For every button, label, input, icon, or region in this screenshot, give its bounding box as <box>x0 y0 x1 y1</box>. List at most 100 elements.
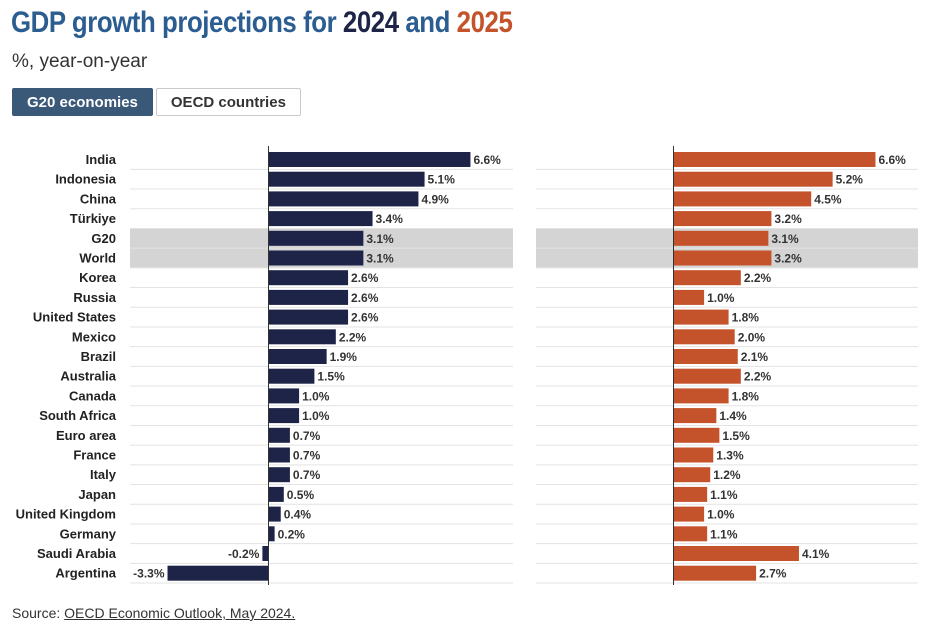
bar-2024-south-africa <box>268 408 300 424</box>
category-label-world: World <box>79 251 116 266</box>
value-label-2024-turkiye: 3.4% <box>376 212 404 226</box>
value-label-2024-euro-area: 0.7% <box>293 429 321 443</box>
bar-2024-italy <box>268 467 290 483</box>
category-label-japan: Japan <box>78 487 116 502</box>
value-label-2025-korea: 2.2% <box>744 271 772 285</box>
bar-2025-g20 <box>673 230 769 246</box>
bar-2024-korea <box>268 270 349 286</box>
bar-2025-russia <box>673 289 705 305</box>
category-label-united-states: United States <box>33 310 116 325</box>
bar-2024-india <box>268 152 471 167</box>
category-label-korea: Korea <box>79 270 117 285</box>
value-label-2025-argentina: 2.7% <box>759 567 787 581</box>
value-label-2025-g20: 3.1% <box>771 232 799 246</box>
tab-bar: G20 economies OECD countries <box>12 88 301 116</box>
tab-g20-economies[interactable]: G20 economies <box>12 88 153 116</box>
value-label-2024-japan: 0.5% <box>287 488 315 502</box>
bar-2024-germany <box>268 526 275 542</box>
category-label-canada: Canada <box>69 388 117 403</box>
bar-2025-france <box>673 447 714 463</box>
bar-2024-g20 <box>268 230 364 246</box>
bar-2024-indonesia <box>268 171 425 187</box>
chart-title: GDP growth projections for 2024 and 2025 <box>11 6 513 40</box>
bar-2025-canada <box>673 388 729 404</box>
value-label-2025-united-states: 1.8% <box>732 311 760 325</box>
bar-2025-world <box>673 250 772 266</box>
bar-chart: India Indonesia China Türkiye G20 World Korea R… <box>16 146 918 586</box>
value-label-2024-russia: 2.6% <box>351 291 379 305</box>
value-label-2024-south-africa: 1.0% <box>302 409 330 423</box>
category-label-russia: Russia <box>73 290 116 305</box>
title-and: and <box>398 6 457 39</box>
bar-2024-mexico <box>268 329 336 345</box>
bar-2025-united-states <box>673 309 729 325</box>
source-label: Source: <box>12 605 65 621</box>
bar-2025-korea <box>673 270 741 286</box>
chart-subtitle: %, year-on-year <box>12 51 148 72</box>
category-label-south-africa: South Africa <box>39 408 117 423</box>
value-label-2025-india: 6.6% <box>878 153 906 167</box>
source-note: Source: OECD Economic Outlook, May 2024. <box>12 605 295 621</box>
category-label-italy: Italy <box>90 467 117 482</box>
value-label-2025-world: 3.2% <box>774 252 802 266</box>
bar-2024-saudi-arabia <box>262 546 269 561</box>
value-label-2024-mexico: 2.2% <box>339 330 367 344</box>
value-label-2024-world: 3.1% <box>366 252 394 266</box>
category-label-euro-area: Euro area <box>56 428 117 443</box>
value-label-2024-canada: 1.0% <box>302 389 330 403</box>
value-label-2025-china: 4.5% <box>814 192 842 206</box>
bar-2024-euro-area <box>268 427 290 443</box>
value-label-2025-euro-area: 1.5% <box>722 429 750 443</box>
value-label-2025-italy: 1.2% <box>713 468 741 482</box>
bar-2025-argentina <box>673 565 757 581</box>
value-label-2025-indonesia: 5.2% <box>836 173 864 187</box>
tab-oecd-countries[interactable]: OECD countries <box>155 88 301 116</box>
bar-2024-world <box>268 250 364 266</box>
value-label-2024-china: 4.9% <box>421 192 449 206</box>
value-label-2024-g20: 3.1% <box>366 232 394 246</box>
value-label-2025-france: 1.3% <box>716 449 744 463</box>
value-label-2024-argentina: -3.3% <box>133 567 165 581</box>
value-label-2025-united-kingdom: 1.0% <box>707 508 735 522</box>
bar-2025-mexico <box>673 329 735 345</box>
value-label-2024-united-kingdom: 0.4% <box>284 508 312 522</box>
category-label-united-kingdom: United Kingdom <box>16 507 116 522</box>
value-label-2025-australia: 2.2% <box>744 370 772 384</box>
bar-2025-brazil <box>673 349 738 364</box>
bar-2024-brazil <box>268 349 327 364</box>
value-label-2025-south-africa: 1.4% <box>719 409 747 423</box>
value-label-2025-russia: 1.0% <box>707 291 735 305</box>
bar-2025-japan <box>673 486 708 502</box>
value-label-2025-brazil: 2.1% <box>741 350 769 364</box>
bar-2024-argentina <box>167 565 269 581</box>
category-label-australia: Australia <box>60 369 116 384</box>
title-year-2024: 2024 <box>342 6 399 39</box>
source-link[interactable]: OECD Economic Outlook, May 2024. <box>64 605 296 621</box>
bar-2024-turkiye <box>268 211 373 227</box>
bar-2025-united-kingdom <box>673 506 705 522</box>
title-year-2025: 2025 <box>456 6 513 39</box>
category-label-argentina: Argentina <box>55 566 116 581</box>
category-label-france: France <box>73 448 116 463</box>
value-label-2025-germany: 1.1% <box>710 527 738 541</box>
value-label-2024-saudi-arabia: -0.2% <box>228 547 260 561</box>
category-label-g20: G20 <box>91 231 116 246</box>
category-label-germany: Germany <box>60 526 117 541</box>
value-label-2025-saudi-arabia: 4.1% <box>802 547 830 561</box>
bar-2024-france <box>268 447 290 463</box>
value-label-2024-france: 0.7% <box>293 449 321 463</box>
bar-2025-italy <box>673 467 711 483</box>
value-label-2025-mexico: 2.0% <box>738 330 766 344</box>
bar-2025-germany <box>673 526 708 542</box>
category-label-china: China <box>80 191 117 206</box>
value-label-2024-australia: 1.5% <box>317 370 345 384</box>
bar-2024-australia <box>268 368 315 384</box>
category-label-brazil: Brazil <box>81 349 116 364</box>
category-label-saudi-arabia: Saudi Arabia <box>37 546 117 561</box>
bar-2025-turkiye <box>673 211 772 227</box>
value-label-2024-germany: 0.2% <box>278 527 306 541</box>
bar-2025-saudi-arabia <box>673 546 799 561</box>
category-label-india: India <box>86 152 117 167</box>
bar-2024-china <box>268 191 419 207</box>
bar-2024-united-states <box>268 309 349 325</box>
